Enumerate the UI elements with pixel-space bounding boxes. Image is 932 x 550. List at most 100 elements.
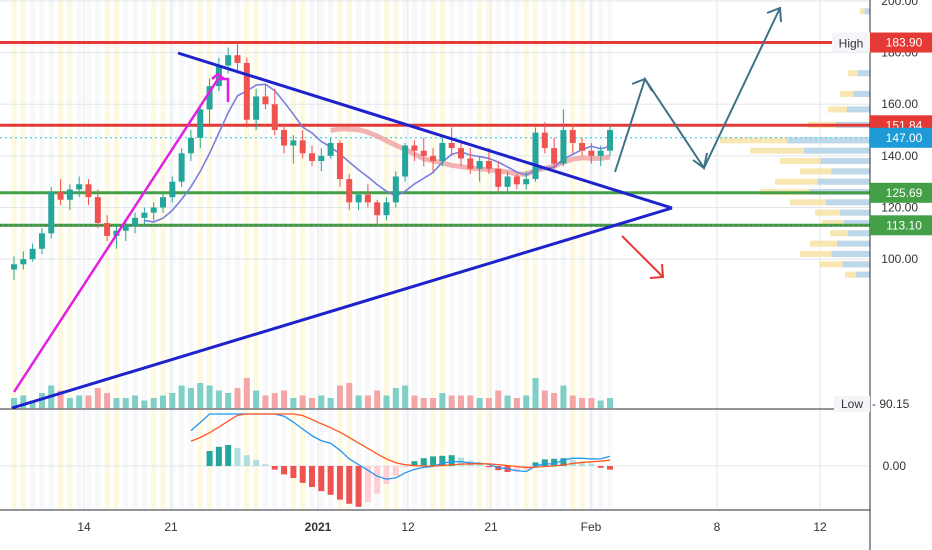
background-stripe <box>533 0 538 510</box>
volume-bar <box>94 388 101 408</box>
volume-bar <box>11 398 17 408</box>
candle-body <box>374 202 381 216</box>
background-stripe <box>235 0 240 510</box>
background-stripe <box>169 0 175 510</box>
background-stripe <box>48 0 54 510</box>
volume-bar <box>206 385 213 408</box>
volume-bar <box>318 395 325 408</box>
price-tick-label: 100.00 <box>881 252 918 266</box>
background-stripe <box>262 0 268 510</box>
candle-body <box>430 155 437 162</box>
background-stripe <box>281 0 287 510</box>
projection-path <box>614 7 781 173</box>
candle-body <box>234 55 241 63</box>
candle-body <box>178 153 185 182</box>
candle-body <box>253 96 260 120</box>
candle-body <box>551 148 558 164</box>
macd-histogram-bar <box>225 445 232 466</box>
volume-bar <box>513 398 520 408</box>
background-stripe <box>318 0 324 510</box>
volume-bar <box>160 395 166 408</box>
macd-histogram-bar <box>215 446 222 466</box>
support-trendline <box>11 206 673 410</box>
macd-histogram-bar <box>327 466 334 495</box>
volume-bar <box>597 400 604 408</box>
price-tick-label: 200.00 <box>881 0 918 8</box>
macd-histogram-bar <box>206 451 213 466</box>
volume-bar <box>560 385 567 408</box>
volume-profile-bar-up <box>831 168 870 175</box>
volume-profile-bar-up <box>856 271 870 278</box>
volume-bar <box>458 395 464 408</box>
background-stripe <box>458 0 464 510</box>
background-stripe <box>570 0 576 510</box>
macd-histogram-bar <box>532 462 539 466</box>
projection-arrow-head <box>766 6 782 23</box>
macd-histogram-bar <box>374 466 381 494</box>
time-tick-label: Feb <box>581 520 602 534</box>
background-stripe <box>113 0 119 510</box>
volume-bar <box>588 398 595 408</box>
level-badge <box>870 215 932 236</box>
macd-histogram-bar <box>541 459 548 466</box>
time-tick-label: 12 <box>813 520 827 534</box>
low-value-label: - 90.15 <box>872 397 910 411</box>
candle-body <box>243 62 250 120</box>
macd-histogram-bar <box>271 466 278 470</box>
background-stripe <box>160 0 166 510</box>
background-stripe <box>253 0 259 510</box>
volume-profile-bar-up <box>846 106 870 113</box>
background-stripe <box>39 0 45 510</box>
level-lines <box>0 41 870 227</box>
candle-body <box>150 207 157 213</box>
volume-profile-bar-up <box>826 199 870 206</box>
volume-profile-bar-up <box>853 90 870 97</box>
volume-bar <box>57 390 64 408</box>
candle-body <box>513 176 520 185</box>
projection-arrow-head <box>692 152 708 170</box>
volume-bar <box>579 398 586 408</box>
macd-histogram-bar <box>476 464 483 466</box>
macd-histogram-bar <box>430 456 437 466</box>
background-stripe <box>151 0 157 510</box>
candle-body <box>66 189 73 200</box>
background-stripe <box>86 0 91 510</box>
volume-profile-bar-up <box>839 209 870 216</box>
background-stripe <box>141 0 147 510</box>
background-stripe <box>579 0 585 510</box>
background-stripe <box>197 0 203 510</box>
background-stripe <box>207 0 213 510</box>
volume-bar <box>262 395 269 408</box>
candle-body <box>458 148 464 159</box>
background-stripe <box>598 0 604 510</box>
volume-bar <box>411 395 418 408</box>
background-stripe <box>244 0 250 510</box>
time-axis: 14 21 2021 12 21 Feb 8 12 <box>77 520 827 534</box>
volume-bar <box>122 398 129 408</box>
candle-body <box>290 140 297 146</box>
macd-histogram-bar <box>607 466 613 470</box>
background-stripe <box>523 0 529 510</box>
volume-bar <box>541 390 548 408</box>
background-stripe <box>384 0 389 510</box>
volume-bar <box>215 390 222 408</box>
volume-profile-bar-up <box>804 147 870 154</box>
background-stripe <box>402 0 408 510</box>
candle-body <box>560 130 567 164</box>
volume-bar <box>271 393 278 408</box>
volume-bar <box>430 398 437 408</box>
background-stripe <box>439 0 445 510</box>
candle-body <box>141 212 148 218</box>
volume-bar <box>290 398 297 408</box>
volume-bar <box>150 398 157 408</box>
candle-body <box>38 233 45 249</box>
volume-profile-bar-up <box>857 70 870 77</box>
candle-body <box>336 142 343 180</box>
candle-body <box>197 109 204 138</box>
time-tick-label: 21 <box>484 520 498 534</box>
time-tick-label: 8 <box>714 520 721 534</box>
candle-body <box>11 264 17 270</box>
volume-profile-bar-up <box>787 137 870 144</box>
macd-histogram-bar <box>411 461 418 466</box>
